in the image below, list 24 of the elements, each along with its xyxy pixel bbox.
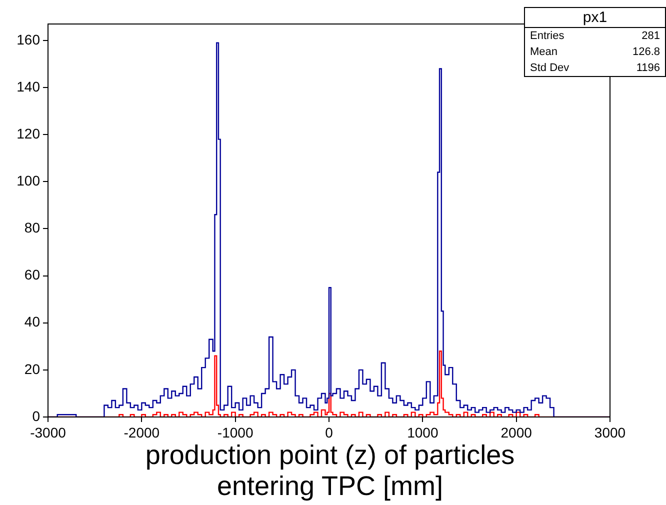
y-tick-label: 0: [32, 408, 40, 424]
y-tick-label: 140: [16, 78, 40, 94]
y-tick-label: 120: [16, 125, 40, 142]
x-tick-label: -2000: [124, 424, 160, 440]
text: 1196: [636, 62, 660, 74]
x-tick-label: 3000: [594, 424, 626, 440]
y-tick-label: 160: [16, 31, 40, 48]
annotation: px1: [525, 8, 665, 28]
annotation: Mean: [530, 46, 558, 58]
x-tick-label: -1000: [217, 424, 254, 440]
x-axis-title: production point (z) of particles entering TPC [mm]: [144, 440, 516, 502]
text: 126.8: [632, 46, 660, 58]
annotation: Std Dev: [530, 62, 570, 74]
x-tick-label: 2000: [500, 424, 532, 440]
y-tick-label: 40: [24, 314, 40, 330]
y-tick-label: 20: [24, 360, 40, 377]
x-tick-label: 0: [325, 424, 334, 440]
y-tick-label: 100: [16, 172, 40, 189]
text: 281: [642, 30, 660, 42]
annotation: Entries: [530, 30, 564, 42]
y-tick-label: 60: [24, 266, 40, 283]
y-tick-label: 80: [24, 220, 40, 236]
x-tick-label: 1000: [407, 424, 438, 440]
x-tick-label: -3000: [30, 424, 66, 440]
